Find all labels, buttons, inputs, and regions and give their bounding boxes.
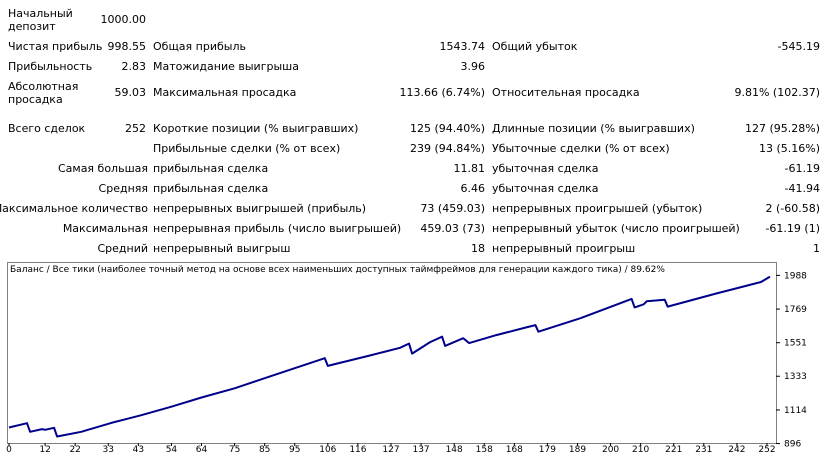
stat-label-3: непрерывных проигрышей (убыток) [492, 202, 703, 215]
y-tick-label: 1988 [784, 271, 807, 281]
x-tick-label: 75 [229, 445, 240, 454]
x-tick-label: 179 [539, 445, 556, 454]
x-tick-label: 85 [259, 445, 270, 454]
x-tick-label: 64 [196, 445, 208, 454]
x-tick-label: 189 [569, 445, 586, 454]
x-tick-label: 0 [6, 445, 12, 454]
stat-label-2: Прибыльные сделки (% от всех) [153, 142, 341, 155]
stat-value-2: 459.03 (73) [420, 222, 485, 235]
stat-value-3: -41.94 [784, 182, 820, 195]
balance-series-line [8, 275, 771, 438]
stat-label: Самая большая [57, 162, 148, 175]
x-tick-label: 148 [446, 445, 463, 454]
x-tick-label: 210 [632, 445, 649, 454]
y-tick-label: 1551 [784, 339, 807, 349]
stat-value-3: 127 (95.28%) [744, 122, 820, 135]
x-tick-label: 95 [289, 445, 300, 454]
stat-label: Средняя [98, 182, 148, 195]
x-tick-label: 252 [758, 445, 775, 454]
stat-label: Максимальная [62, 222, 148, 235]
y-tick-label: 896 [784, 440, 801, 450]
x-tick-label: 200 [602, 445, 619, 454]
stat-value-2: 73 (459.03) [420, 202, 485, 215]
x-tick-label: 231 [695, 445, 712, 454]
stat-value-3: 9.81% (102.37) [734, 86, 820, 99]
stat-label-2: Короткие позиции (% выигравших) [153, 122, 359, 135]
stat-label: Средний [97, 242, 148, 255]
stat-value-3: -61.19 [784, 162, 820, 175]
stat-value: 998.55 [107, 40, 147, 53]
stat-value-3: 2 (-60.58) [765, 202, 820, 215]
stat-value: 1000.00 [100, 13, 147, 26]
x-tick-label: 33 [103, 445, 114, 454]
stat-value-3: -61.19 (1) [765, 222, 820, 235]
stat-label-3: убыточная сделка [492, 182, 599, 195]
stat-label-3: Общий убыток [492, 40, 578, 53]
x-tick-label: 242 [728, 445, 745, 454]
stat-label: Всего сделок [8, 122, 86, 135]
y-tick-label: 1333 [784, 372, 807, 382]
stat-value-2: 113.66 (6.74%) [399, 86, 485, 99]
stat-label: Абсолютная просадка [8, 80, 79, 106]
stat-label: Чистая прибыль [8, 40, 103, 53]
stat-label-3: Относительная просадка [492, 86, 640, 99]
stat-label-3: убыточная сделка [492, 162, 599, 175]
x-tick-label: 54 [166, 445, 178, 454]
stat-value-3: 13 (5.16%) [758, 142, 820, 155]
y-tick-label: 1114 [784, 406, 807, 416]
stat-label: Начальный депозит [8, 7, 73, 33]
stat-value-2: 1543.74 [439, 40, 486, 53]
stat-label-2: непрерывная прибыль (число выигрышей) [153, 222, 402, 235]
stat-value-2: 6.46 [460, 182, 486, 195]
stat-label: Прибыльность [8, 60, 93, 73]
stat-label-2: непрерывный выигрыш [153, 242, 291, 255]
stat-value-2: 239 (94.84%) [409, 142, 485, 155]
stat-label-3: Убыточные сделки (% от всех) [492, 142, 670, 155]
chart-title: Баланс / Все тики (наиболее точный метод… [10, 265, 665, 275]
balance-chart [7, 262, 777, 444]
stat-value: 2.83 [121, 60, 147, 73]
stat-label-2: Общая прибыль [153, 40, 246, 53]
stat-label-2: Максимальная просадка [153, 86, 297, 99]
x-tick-label: 221 [665, 445, 682, 454]
stat-label-2: Матожидание выигрыша [153, 60, 299, 73]
stat-label: Максимальное количество [0, 202, 148, 215]
x-tick-label: 158 [476, 445, 493, 454]
stat-label-3: непрерывный убыток (число проигрышей) [492, 222, 740, 235]
stat-value-2: 18 [471, 242, 485, 255]
stat-value-2: 125 (94.40%) [409, 122, 485, 135]
x-tick-label: 106 [319, 445, 336, 454]
stat-value: 252 [125, 122, 146, 135]
x-tick-label: 43 [133, 445, 144, 454]
x-tick-label: 12 [39, 445, 50, 454]
x-tick-label: 168 [506, 445, 523, 454]
stat-label-2: прибыльная сделка [153, 182, 269, 195]
y-tick-label: 1769 [784, 305, 807, 315]
x-tick-label: 116 [349, 445, 366, 454]
stat-value-3: -545.19 [777, 40, 820, 53]
stat-value-2: 11.81 [453, 162, 486, 175]
stat-value-2: 3.96 [460, 60, 486, 73]
stat-label-3: непрерывный проигрыш [492, 242, 636, 255]
stat-value: 59.03 [114, 86, 147, 99]
stat-label-3: Длинные позиции (% выигравших) [492, 122, 695, 135]
x-tick-label: 127 [382, 445, 399, 454]
stat-value-3: 1 [813, 242, 820, 255]
stat-label-2: прибыльная сделка [153, 162, 269, 175]
stat-label-2: непрерывных выигрышей (прибыль) [153, 202, 367, 215]
x-tick-label: 22 [69, 445, 80, 454]
x-tick-label: 137 [412, 445, 429, 454]
